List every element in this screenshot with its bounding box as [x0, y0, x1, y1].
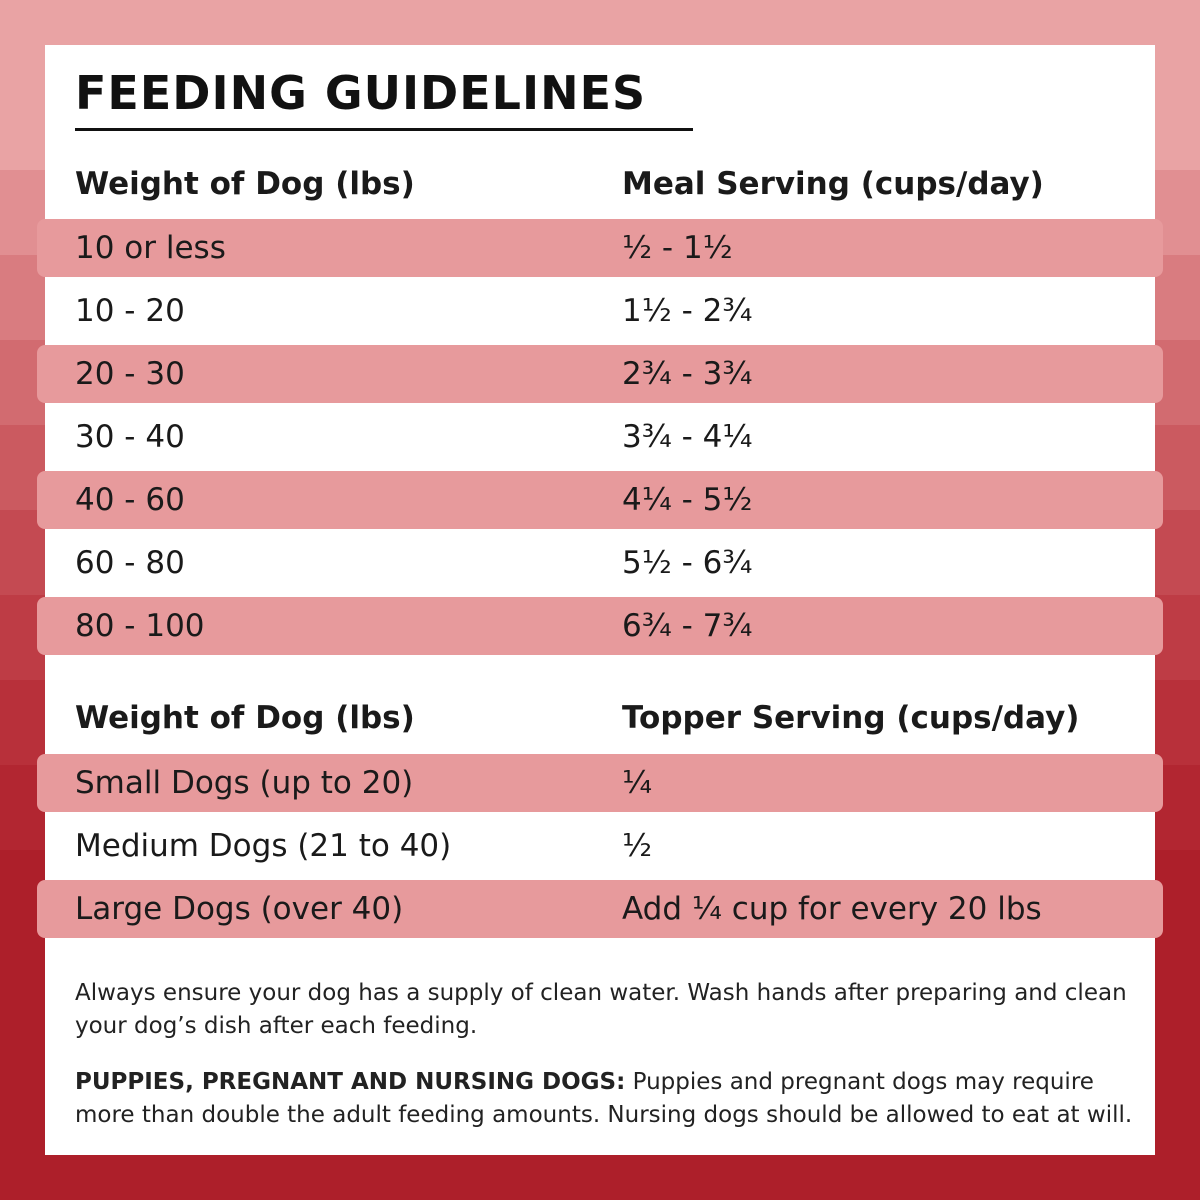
table-row: Medium Dogs (21 to 40) ½	[37, 817, 1163, 875]
table-cell: ½ - 1½	[622, 230, 733, 266]
table-cell: 60 - 80	[75, 545, 185, 581]
table-cell: 1½ - 2¾	[622, 293, 753, 329]
table-row: 20 - 30 2¾ - 3¾	[37, 345, 1163, 403]
table-cell: Small Dogs (up to 20)	[75, 765, 414, 801]
table-cell: 6¾ - 7¾	[622, 608, 753, 644]
table-row: 80 - 100 6¾ - 7¾	[37, 597, 1163, 655]
table-cell: 5½ - 6¾	[622, 545, 753, 581]
table-cell: Medium Dogs (21 to 40)	[75, 828, 452, 864]
care-note: Always ensure your dog has a supply of c…	[75, 980, 1127, 1039]
table-row: 10 or less ½ - 1½	[37, 219, 1163, 277]
table-cell: 2¾ - 3¾	[622, 356, 753, 392]
table-cell: 10 - 20	[75, 293, 185, 329]
table-cell: 4¼ - 5½	[622, 482, 753, 518]
table-row: 30 - 40 3¾ - 4¼	[37, 408, 1163, 466]
column-header: Weight of Dog (lbs)	[75, 166, 415, 202]
table-cell: 40 - 60	[75, 482, 185, 518]
title: FEEDING GUIDELINES	[75, 66, 647, 120]
table-row: Small Dogs (up to 20) ¼	[37, 754, 1163, 812]
title-underline	[75, 128, 693, 131]
table-cell: 30 - 40	[75, 419, 185, 455]
table-cell: 3¾ - 4¼	[622, 419, 753, 455]
column-header: Topper Serving (cups/day)	[622, 700, 1080, 736]
column-header: Meal Serving (cups/day)	[622, 166, 1044, 202]
table-row: Large Dogs (over 40) Add ¼ cup for every …	[37, 880, 1163, 938]
table-cell: Large Dogs (over 40)	[75, 891, 404, 927]
table-row: 10 - 20 1½ - 2¾	[37, 282, 1163, 340]
puppies-text: Puppies and pregnant dogs may require mo…	[75, 1069, 1133, 1128]
puppies-note: PUPPIES, PREGNANT AND NURSING DOGS: Pupp…	[75, 1066, 1135, 1132]
table-cell: ½	[622, 828, 653, 864]
table-cell: ¼	[622, 765, 653, 801]
column-header: Weight of Dog (lbs)	[75, 700, 415, 736]
table-cell: Add ¼ cup for every 20 lbs	[622, 891, 1042, 927]
puppies-label: PUPPIES, PREGNANT AND NURSING DOGS:	[75, 1069, 626, 1095]
table-row: 60 - 80 5½ - 6¾	[37, 534, 1163, 592]
table-cell: 80 - 100	[75, 608, 205, 644]
table-row: 40 - 60 4¼ - 5½	[37, 471, 1163, 529]
table-cell: 20 - 30	[75, 356, 185, 392]
table-cell: 10 or less	[75, 230, 226, 266]
